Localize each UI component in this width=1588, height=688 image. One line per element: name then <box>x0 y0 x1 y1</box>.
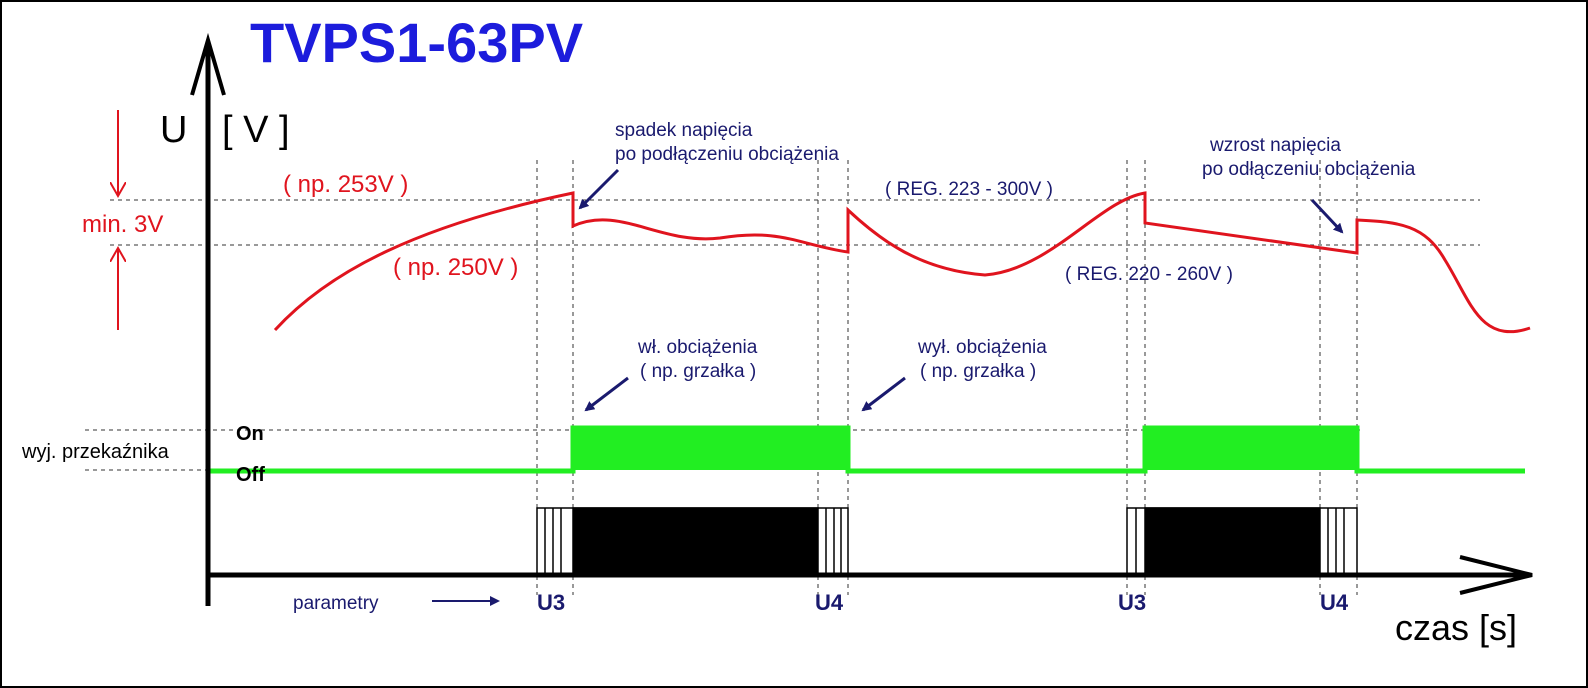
lower-range: ( REG. 220 - 260V ) <box>1065 264 1233 285</box>
pointer-arrows <box>432 168 1344 606</box>
axes <box>190 32 1533 606</box>
parameters-label: parametry <box>293 593 379 614</box>
annotation: wył. obciążenia <box>917 337 1047 358</box>
relay-output <box>210 425 1525 474</box>
pulse-trains <box>536 507 1358 576</box>
annotation: po odłączeniu obciążenia <box>1202 159 1416 180</box>
annotation: ( np. grzałka ) <box>920 361 1036 382</box>
hysteresis: min. 3V <box>82 211 163 238</box>
annotation: wł. obciążenia <box>637 337 758 358</box>
parameter-marker: U3 <box>537 590 565 615</box>
annotation: po podłączeniu obciążenia <box>615 144 839 165</box>
parameter-marker: U3 <box>1118 590 1146 615</box>
parameter-marker: U4 <box>815 590 844 615</box>
y-unit: [ V ] <box>222 109 290 151</box>
lower-threshold: ( np. 250V ) <box>393 254 518 281</box>
annotation: wzrost napięcia <box>1209 135 1341 156</box>
x-label: czas [s] <box>1395 607 1517 648</box>
upper-range: ( REG. 223 - 300V ) <box>885 179 1053 200</box>
annotation: ( np. grzałka ) <box>640 361 756 382</box>
parameter-marker: U4 <box>1320 590 1349 615</box>
relay-label: wyj. przekaźnika <box>21 441 170 463</box>
relay-on: On <box>236 423 264 445</box>
y-label: U <box>160 109 187 151</box>
relay-off: Off <box>236 464 265 486</box>
upper-threshold: ( np. 253V ) <box>283 171 408 198</box>
annotation: spadek napięcia <box>615 120 753 141</box>
title: TVPS1-63PV <box>250 11 583 74</box>
voltage-curve <box>273 191 1531 334</box>
